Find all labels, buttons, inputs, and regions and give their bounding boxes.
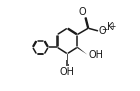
Text: −: −: [101, 25, 107, 34]
Text: O: O: [79, 7, 87, 17]
Polygon shape: [77, 47, 87, 55]
Text: OH: OH: [60, 67, 75, 77]
Text: K: K: [107, 22, 114, 32]
Text: O: O: [99, 26, 106, 36]
Text: +: +: [109, 22, 116, 30]
Text: OH: OH: [88, 50, 103, 60]
